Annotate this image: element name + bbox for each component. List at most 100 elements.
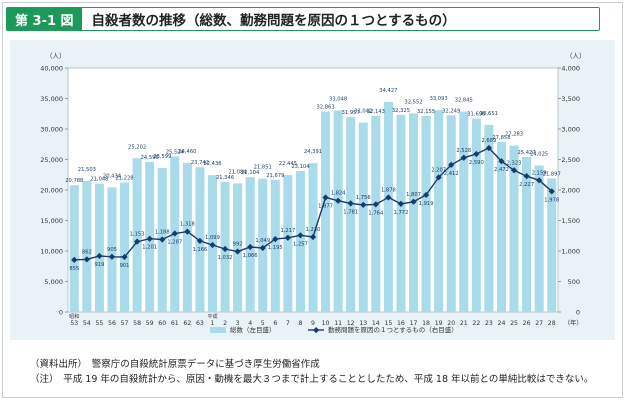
right-tick-label: 500 <box>568 278 580 286</box>
x-tick-label: 15 <box>384 320 392 327</box>
x-tick-label: 14 <box>372 320 380 327</box>
bar-value-label: 24,391 <box>304 149 322 155</box>
bar-value-label: 27,858 <box>492 135 510 141</box>
bar <box>408 113 419 312</box>
bar <box>182 162 192 312</box>
x-tick-label: 63 <box>196 320 204 327</box>
bar <box>383 101 393 312</box>
caveat-note: （注） 平成 19 年の自殺統計から、原因・動機を最大３つまで計上することとした… <box>30 374 594 385</box>
bar <box>333 110 343 313</box>
x-tick-label: 58 <box>133 320 141 327</box>
era-label-showa: 昭和 <box>69 313 79 320</box>
x-tick-label: 54 <box>83 320 91 327</box>
bar-value-label: 22,436 <box>203 161 221 167</box>
notes: （資料出所） 警察庁の自殺統計原票データに基づき厚生労働省作成 （注） 平成 1… <box>30 357 593 387</box>
left-tick-label: 15,000 <box>40 217 63 225</box>
bar <box>120 182 130 312</box>
bar-value-label: 27,283 <box>505 132 523 138</box>
line-value-label: 1,195 <box>268 245 283 251</box>
x-tick-label: 24 <box>498 320 506 327</box>
line-marker <box>121 253 128 261</box>
bar <box>270 179 280 312</box>
x-tick-label: 7 <box>286 320 290 327</box>
line-marker <box>397 200 405 208</box>
chart-svg: 0 5,000 10,000 15,000 20,000 25,000 30,000 35,0… <box>40 52 585 334</box>
line-value-label: 1,781 <box>343 209 358 215</box>
x-tick-label: 16 <box>397 320 405 327</box>
x-tick-label: 22 <box>472 320 480 327</box>
bar-value-label: 22,104 <box>241 170 260 176</box>
line-marker <box>83 256 90 263</box>
line-marker <box>247 243 254 251</box>
bar-value-label: 31,042 <box>354 109 372 115</box>
bar-value-label: 30,651 <box>480 111 498 117</box>
x-tick-label: 21 <box>460 320 468 327</box>
bar <box>459 111 469 312</box>
bar-value-label: 32,552 <box>404 99 422 105</box>
right-tick-label: 2,500 <box>561 156 580 164</box>
x-tick-label: 28 <box>548 320 556 327</box>
bar-value-label: 32,155 <box>417 109 435 115</box>
line-value-label: 1,287 <box>167 239 182 245</box>
bar <box>534 165 544 312</box>
x-tick-label: 9 <box>311 320 315 327</box>
line-value-label: 919 <box>94 262 104 268</box>
line-value-label: 2,227 <box>519 182 534 188</box>
line-value-label: 1,099 <box>205 235 220 241</box>
x-tick-label: 8 <box>298 320 302 327</box>
line-value-label: 1,217 <box>280 228 295 234</box>
figure-title: 自殺者数の推移（総数、勤務問題を原因の１つとするもの） <box>91 13 456 29</box>
line-value-label: 2,689 <box>481 138 496 144</box>
bar <box>82 180 92 312</box>
line-marker <box>473 150 480 158</box>
bar <box>132 158 142 312</box>
legend-line-label: 勤務問題を原因の１つとするもの（右目盛） <box>328 325 458 334</box>
x-tick-label: 11 <box>334 320 342 327</box>
line-value-label: 1,772 <box>394 210 409 216</box>
line-value-label: 2,207 <box>431 167 446 173</box>
line-value-label: 1,230 <box>306 227 321 233</box>
bar-value-label: 32,143 <box>367 109 385 115</box>
left-tick-label: 35,000 <box>40 95 63 103</box>
x-tick-label: 4 <box>248 320 252 327</box>
line-value-label: 2,590 <box>469 160 484 166</box>
bar-value-label: 22,445 <box>279 161 297 167</box>
left-tick-label: 25,000 <box>40 156 63 164</box>
bar <box>233 183 243 312</box>
bar-value-label: 21,851 <box>254 165 272 171</box>
x-tick-label: 61 <box>171 320 179 327</box>
figure-frame <box>2 2 623 398</box>
x-tick-label: 2 <box>223 320 227 327</box>
line-value-label: 1,032 <box>218 255 233 261</box>
bar <box>371 115 381 312</box>
x-tick-label: 60 <box>158 320 166 327</box>
bar-value-label: 24,596 <box>141 155 159 161</box>
line-value-label: 2,159 <box>532 170 547 176</box>
bar <box>446 115 456 312</box>
right-tick-label: 1,500 <box>561 217 580 225</box>
line-value-label: 1,257 <box>293 241 308 247</box>
bar-value-label: 34,427 <box>379 88 397 94</box>
bar <box>283 175 293 312</box>
line-value-label: 862 <box>82 249 92 255</box>
line-value-label: 901 <box>120 263 130 269</box>
line-value-label: 2,412 <box>444 171 459 177</box>
left-tick-label: 10,000 <box>40 248 63 256</box>
line-value-label: 1,201 <box>142 245 157 251</box>
line-marker <box>209 241 216 249</box>
bar-value-label: 25,202 <box>128 144 146 150</box>
line-value-label: 1,764 <box>368 210 384 216</box>
bar <box>434 110 444 313</box>
bar-value-label: 21,228 <box>115 176 133 182</box>
bar-value-label: 25,427 <box>518 150 536 156</box>
bar <box>295 171 305 312</box>
bar-value-label: 32,863 <box>316 105 334 111</box>
figure-header: 第 3-1 図 自殺者数の推移（総数、勤務問題を原因の１つとするもの） <box>6 7 600 31</box>
source-note: （資料出所） 警察庁の自殺統計原票データに基づき厚生労働省作成 <box>30 359 320 370</box>
right-tick-label: 3,000 <box>561 126 580 134</box>
bar-value-label: 21,679 <box>266 173 284 179</box>
line-value-label: 1,807 <box>406 192 421 198</box>
x-tick-label: 13 <box>359 320 367 327</box>
x-tick-label: 27 <box>535 320 543 327</box>
left-axis-unit: （人） <box>46 52 66 60</box>
